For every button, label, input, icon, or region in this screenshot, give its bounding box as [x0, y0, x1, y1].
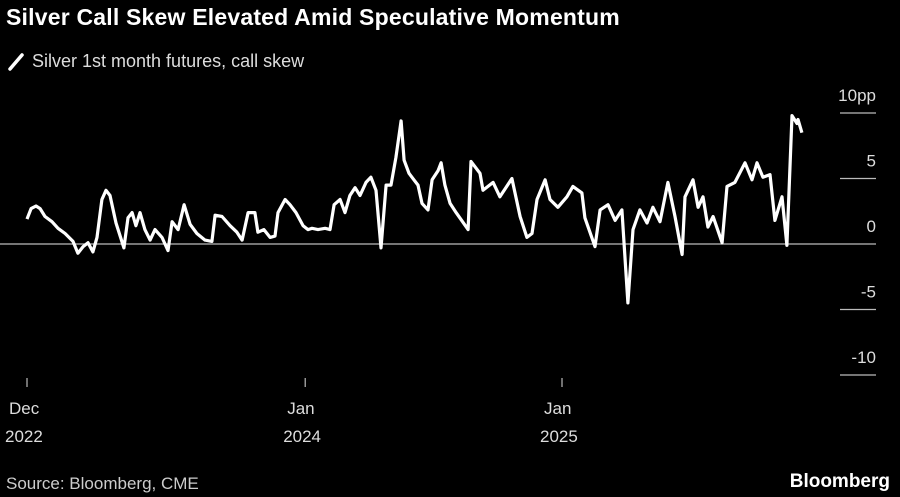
- series-line-call-skew: [25, 113, 804, 305]
- x-tick-sublabel: 2025: [540, 427, 578, 446]
- legend: Silver 1st month futures, call skew: [8, 51, 304, 72]
- y-tick-label: -10: [851, 348, 876, 367]
- x-tick-label: Jan: [544, 399, 571, 418]
- y-tick-label: 0: [867, 217, 876, 236]
- y-tick-label: 10pp: [838, 86, 876, 105]
- legend-line-icon: [8, 52, 24, 71]
- y-tick-label: -5: [861, 283, 876, 302]
- x-tick-label: Jan: [287, 399, 314, 418]
- chart-title: Silver Call Skew Elevated Amid Speculati…: [6, 4, 620, 30]
- x-tick-sublabel: 2024: [283, 427, 321, 446]
- legend-label: Silver 1st month futures, call skew: [32, 51, 305, 71]
- y-tick-label: 5: [867, 152, 876, 171]
- source-note: Source: Bloomberg, CME: [6, 474, 199, 493]
- x-tick-label: Dec: [9, 399, 40, 418]
- x-tick-sublabel: 2022: [5, 427, 43, 446]
- brand-logo: Bloomberg: [789, 471, 890, 492]
